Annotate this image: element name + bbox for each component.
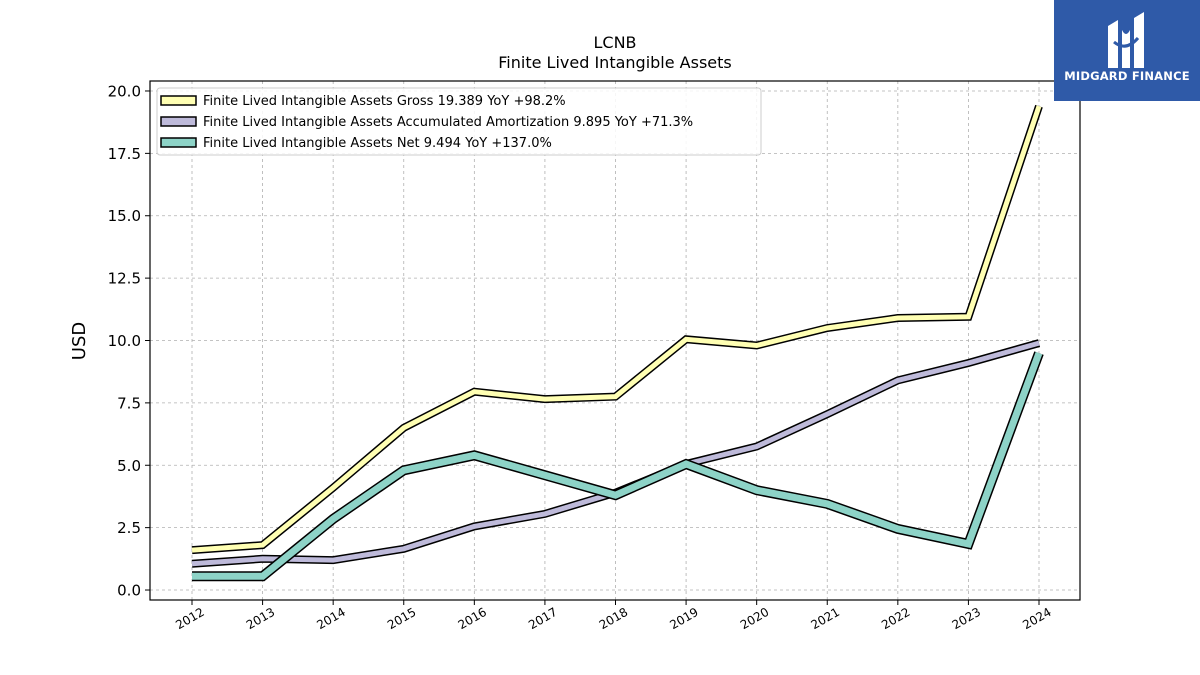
x-tick-label: 2014 bbox=[314, 605, 347, 632]
x-tick-label: 2012 bbox=[173, 605, 206, 632]
x-tick-label: 2022 bbox=[879, 605, 912, 632]
midgard-logo-icon bbox=[1108, 12, 1144, 68]
x-ticks: 2012 2013 2014 2015 2016 2017 2018 2019 2020 2021… bbox=[173, 600, 1054, 632]
series-2-line bbox=[192, 351, 1043, 580]
brand-logo: MIDGARD FINANCE bbox=[1054, 0, 1200, 101]
legend-swatch bbox=[160, 137, 197, 148]
y-tick-label: 0.0 bbox=[117, 582, 141, 600]
legend: Finite Lived Intangible Assets Gross 19.… bbox=[156, 87, 762, 156]
y-tick-label: 10.0 bbox=[108, 332, 141, 350]
y-tick-label: 15.0 bbox=[108, 207, 141, 225]
x-tick-label: 2020 bbox=[738, 605, 771, 632]
y-axis-label: USD bbox=[69, 322, 90, 360]
legend-label: Finite Lived Intangible Assets Gross 19.… bbox=[203, 94, 566, 109]
y-ticks: 0.0 2.5 5.0 7.5 10.0 12.5 15.0 17.5 20.0 bbox=[108, 82, 150, 600]
x-tick-label: 2017 bbox=[526, 605, 559, 632]
x-tick-label: 2013 bbox=[244, 605, 277, 632]
series-lines bbox=[191, 104, 1044, 582]
y-tick-label: 2.5 bbox=[117, 519, 141, 537]
y-tick-label: 5.0 bbox=[117, 457, 141, 475]
x-tick-label: 2016 bbox=[456, 605, 489, 632]
legend-box bbox=[156, 87, 762, 156]
legend-label: Finite Lived Intangible Assets Accumulat… bbox=[203, 115, 693, 130]
brand-name: MIDGARD FINANCE bbox=[1064, 69, 1190, 83]
series-2-outline bbox=[192, 351, 1044, 582]
y-tick-label: 7.5 bbox=[117, 394, 141, 412]
y-tick-label: 12.5 bbox=[108, 270, 141, 288]
x-tick-label: 2018 bbox=[597, 605, 630, 632]
legend-swatch bbox=[160, 116, 197, 127]
series-0-line bbox=[191, 105, 1042, 553]
chart-title: LCNB bbox=[593, 33, 636, 52]
x-tick-label: 2024 bbox=[1020, 605, 1053, 632]
legend-swatch bbox=[160, 95, 197, 106]
y-tick-label: 17.5 bbox=[108, 145, 141, 163]
legend-label: Finite Lived Intangible Assets Net 9.494… bbox=[203, 136, 552, 151]
y-tick-label: 20.0 bbox=[108, 82, 141, 100]
x-tick-label: 2021 bbox=[809, 605, 842, 632]
plot-frame bbox=[149, 80, 1081, 601]
x-tick-label: 2015 bbox=[385, 605, 418, 632]
x-tick-label: 2019 bbox=[667, 605, 700, 632]
x-tick-label: 2023 bbox=[950, 605, 983, 632]
chart-subtitle: Finite Lived Intangible Assets bbox=[498, 53, 731, 72]
